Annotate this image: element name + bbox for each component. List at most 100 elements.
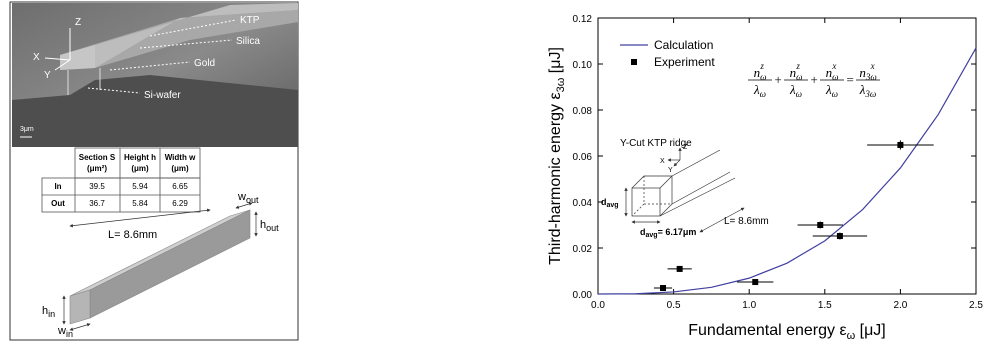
sub: ω bbox=[832, 72, 838, 82]
table-header: (μm²) bbox=[87, 164, 107, 173]
fraction-numerator: nωz bbox=[754, 61, 767, 82]
table-cell: 39.5 bbox=[89, 182, 105, 191]
data-point bbox=[677, 266, 683, 272]
data-point bbox=[897, 142, 903, 148]
fraction-denominator: λω bbox=[789, 82, 802, 99]
label: Si-wafer bbox=[144, 90, 181, 101]
table-cell: 6.65 bbox=[172, 182, 188, 191]
y-axis-label: Third-harmonic energy ε3ω [μJ] bbox=[547, 47, 567, 265]
axis-z: Z bbox=[75, 17, 81, 28]
dim-label: wout bbox=[237, 191, 259, 205]
length-label: L= 8.6mm bbox=[108, 229, 157, 241]
x-tick-label: 1.0 bbox=[742, 300, 756, 311]
inset-dim: davg bbox=[601, 197, 619, 209]
inset-dim: davg= 6.17μm bbox=[640, 227, 696, 239]
operator: + bbox=[810, 72, 819, 87]
table-cell: Out bbox=[51, 199, 65, 208]
label-text: Fundamental energy ε bbox=[688, 322, 846, 339]
y-tick-label: 0.02 bbox=[573, 244, 593, 255]
dim-label: win bbox=[57, 325, 73, 339]
dim-value: = 6.17μm bbox=[658, 227, 697, 237]
inset-axis: Z bbox=[683, 144, 688, 151]
data-point bbox=[837, 233, 843, 239]
fraction-denominator: λω bbox=[753, 82, 766, 99]
axis-x: X bbox=[33, 52, 40, 63]
fraction-denominator: λω bbox=[825, 82, 838, 99]
label: KTP bbox=[240, 15, 260, 26]
legend-marker bbox=[631, 59, 637, 65]
legend-label: Calculation bbox=[654, 38, 713, 52]
label: Silica bbox=[236, 36, 260, 47]
data-point bbox=[752, 279, 758, 285]
ridge-drawing: L= 8.6mm wout hout hin win bbox=[42, 191, 279, 339]
inset-title: Y-Cut KTP ridge bbox=[620, 138, 692, 149]
table-header: Height h bbox=[124, 153, 156, 162]
sub: ω bbox=[760, 89, 766, 99]
table-cell: In bbox=[54, 182, 61, 191]
table-cell: 6.29 bbox=[172, 199, 188, 208]
fraction-denominator: λ3ω bbox=[859, 82, 877, 99]
dim-label: hout bbox=[260, 219, 279, 233]
table-header: Section S bbox=[79, 153, 116, 162]
axis-y: Y bbox=[44, 70, 51, 81]
scale-bar: 3μm bbox=[20, 126, 34, 133]
table-header: (μm) bbox=[131, 164, 149, 173]
x-tick-label: 2.5 bbox=[969, 300, 983, 311]
calculation-line bbox=[598, 48, 976, 294]
sup: x bbox=[831, 61, 836, 71]
legend-label: Experiment bbox=[654, 55, 715, 69]
x-tick-label: 1.5 bbox=[818, 300, 832, 311]
label-text: Third-harmonic energy ε bbox=[547, 92, 564, 265]
sub: 3ω bbox=[865, 72, 877, 82]
dim-text: w bbox=[237, 191, 246, 203]
fraction-numerator: n3ωx bbox=[859, 61, 876, 82]
label-unit: [μJ] bbox=[547, 47, 564, 78]
dim-sub: avg bbox=[607, 202, 619, 209]
sup: z bbox=[795, 61, 800, 71]
label-unit: [μJ] bbox=[855, 322, 886, 339]
sub: ω bbox=[832, 89, 838, 99]
sup: z bbox=[759, 61, 764, 71]
table-cell: 5.84 bbox=[132, 199, 148, 208]
x-tick-label: 0.5 bbox=[667, 300, 681, 311]
dim-sub: in bbox=[48, 309, 55, 319]
sub: ω bbox=[796, 72, 802, 82]
y-tick-label: 0.00 bbox=[573, 290, 593, 301]
label-sub: 3ω bbox=[555, 77, 567, 92]
fraction-numerator: nωx bbox=[826, 61, 839, 82]
dim-sub: out bbox=[246, 195, 259, 205]
data-point bbox=[660, 285, 666, 291]
sub: 3ω bbox=[864, 89, 876, 99]
sup: x bbox=[870, 61, 875, 71]
operator: + bbox=[774, 72, 783, 87]
sub: ω bbox=[796, 89, 802, 99]
x-axis-label: Fundamental energy εω [μJ] bbox=[688, 322, 886, 342]
x-tick-label: 2.0 bbox=[893, 300, 907, 311]
y-tick-label: 0.12 bbox=[573, 14, 593, 25]
table-header: (μm) bbox=[171, 164, 189, 173]
inset-axis: Y bbox=[668, 167, 673, 174]
y-tick-label: 0.04 bbox=[573, 198, 593, 209]
data-point bbox=[817, 222, 823, 228]
dim-sub: in bbox=[66, 329, 73, 339]
dim-label: hin bbox=[42, 305, 55, 319]
sub: ω bbox=[760, 72, 766, 82]
sem-image: Z X Y KTP Silica Gold Si-wafer 3μm bbox=[12, 3, 298, 147]
y-tick-label: 0.08 bbox=[573, 106, 593, 117]
table-cell: 5.94 bbox=[132, 182, 148, 191]
table-cell: 36.7 bbox=[89, 199, 105, 208]
table-text: Section S (μm²) Height h (μm) Width w (μ… bbox=[51, 153, 196, 208]
table-header: Width w bbox=[165, 153, 196, 162]
figure: Z X Y KTP Silica Gold Si-wafer 3μm Secti… bbox=[0, 0, 986, 347]
dim-sub: avg bbox=[646, 232, 658, 239]
fraction-numerator: nωz bbox=[790, 61, 803, 82]
y-tick-label: 0.10 bbox=[573, 60, 593, 71]
inset-axis: X bbox=[660, 158, 665, 165]
y-tick-label: 0.06 bbox=[573, 152, 593, 163]
label: Gold bbox=[194, 58, 215, 69]
dim-text: w bbox=[57, 325, 66, 337]
operator: = bbox=[846, 72, 855, 87]
dim-sub: out bbox=[266, 223, 279, 233]
